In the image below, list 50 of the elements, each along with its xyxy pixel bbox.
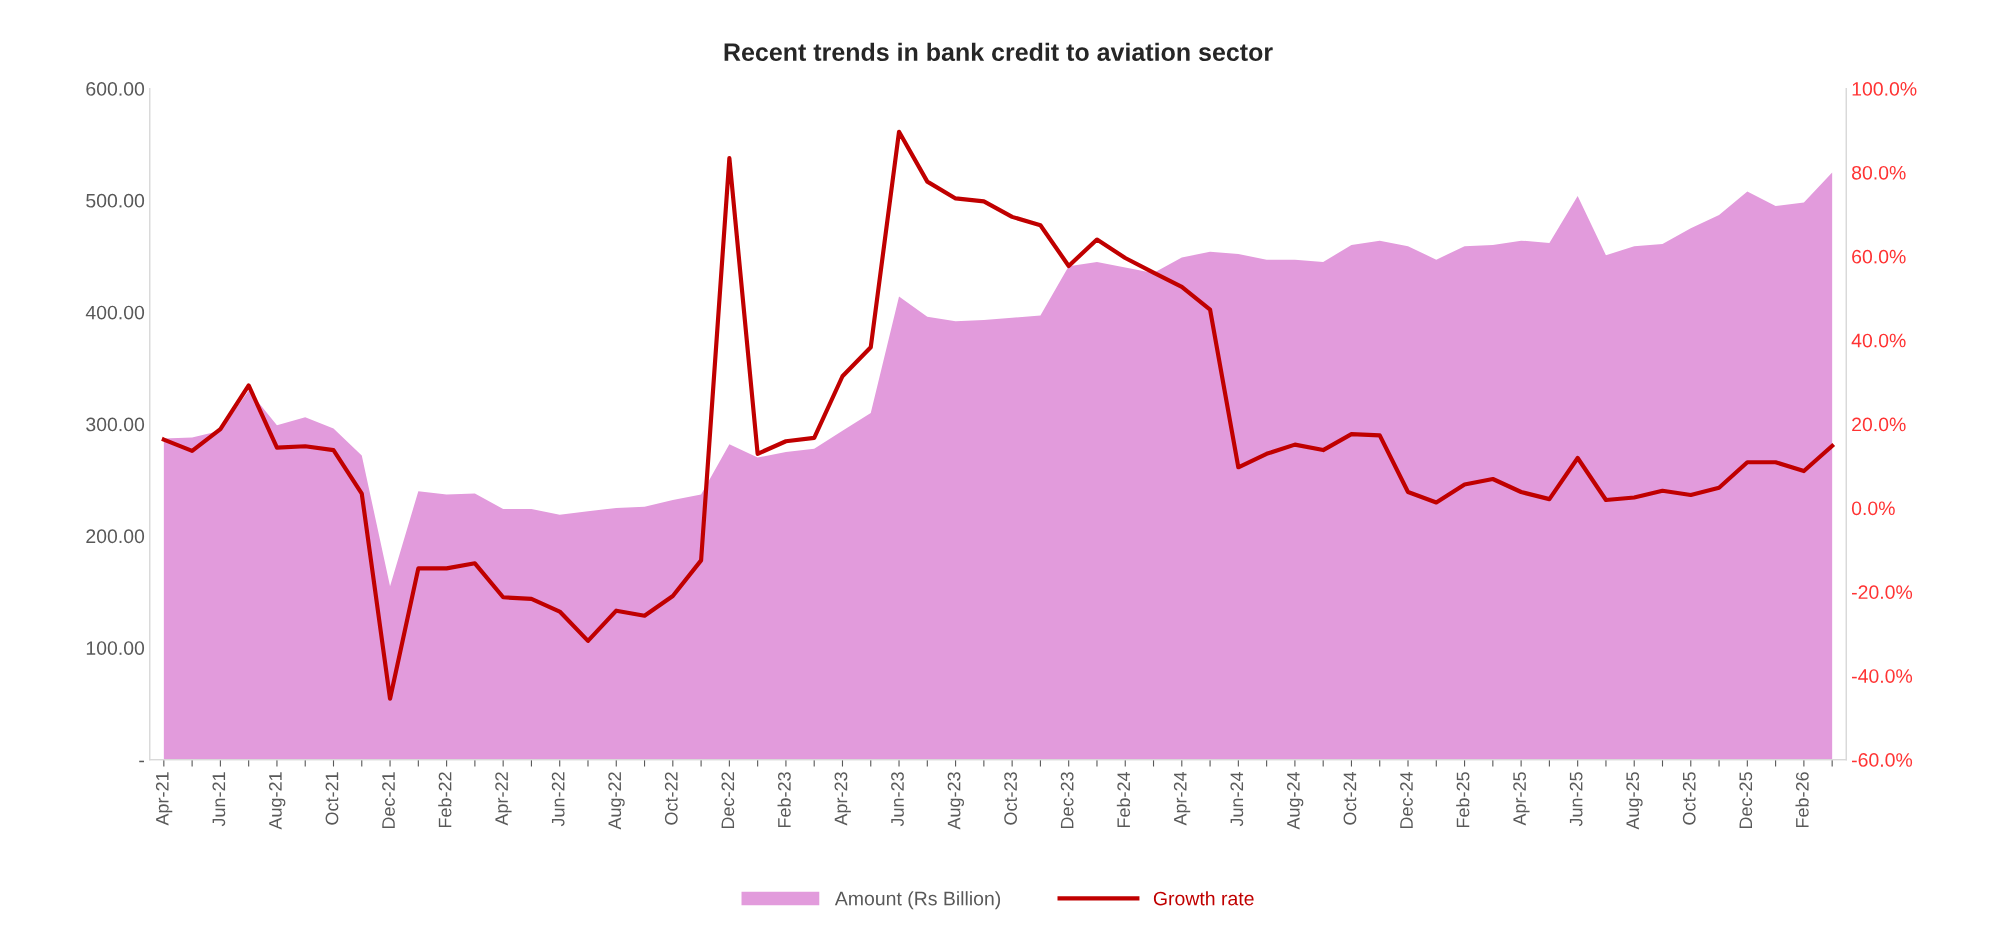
y-tick-label: 500.00 — [86, 193, 145, 208]
x-tick-label: Jun-21 — [212, 772, 226, 827]
y-tick-label: 200.00 — [86, 529, 145, 544]
y2-tick-label: 60.0% — [1852, 249, 1906, 264]
x-tick-label: Dec-25 — [1739, 772, 1753, 829]
x-tick-label: Oct-24 — [1343, 771, 1357, 825]
y2-tick-label: 100.0% — [1852, 82, 1917, 96]
x-tick-label: Aug-22 — [608, 772, 625, 830]
x-tick-label: Oct-23 — [1004, 772, 1017, 825]
x-tick-label: Aug-25 — [1626, 772, 1643, 830]
x-tick-label: Aug-23 — [947, 772, 964, 830]
x-tick-label: Dec-23 — [1060, 772, 1074, 829]
x-tick-label: Oct-22 — [664, 772, 678, 825]
x-tick-label: Feb-26 — [1795, 772, 1809, 828]
y2-tick-label: 40.0% — [1851, 333, 1906, 348]
y2-tick-label: -40.0% — [1852, 669, 1913, 683]
y-tick-label: - — [139, 760, 144, 763]
x-tick-label: Apr-21 — [155, 772, 173, 826]
y2-tick-label: 80.0% — [1852, 165, 1906, 180]
x-tick-label: Oct-21 — [325, 772, 339, 825]
x-tick-label: Apr-25 — [1513, 772, 1530, 826]
y-tick-label: 400.00 — [85, 305, 145, 320]
y2-tick-label: -60.0% — [1852, 753, 1913, 767]
x-tick-label: Apr-23 — [834, 772, 851, 826]
x-tick-label: Feb-24 — [1116, 771, 1131, 828]
x-tick-label: Aug-24 — [1286, 771, 1304, 830]
x-tick-label: Feb-22 — [438, 772, 452, 828]
y2-tick-label: 20.0% — [1852, 417, 1906, 432]
x-tick-label: Jun-23 — [891, 772, 904, 827]
x-tick-label: Jun-22 — [551, 772, 565, 827]
x-tick-label: Dec-21 — [382, 772, 395, 829]
chart-title: Recent trends in bank credit to aviation sector — [724, 42, 1273, 62]
y-tick-label: 300.00 — [86, 417, 145, 432]
x-tick-label: Oct-25 — [1682, 772, 1696, 825]
x-tick-label: Apr-24 — [1173, 771, 1191, 826]
x-tick-label: Jun-25 — [1569, 772, 1583, 827]
y-tick-label: 600.00 — [86, 82, 145, 96]
legend-label: Amount (Rs Billion) — [834, 891, 1001, 910]
line-series — [161, 129, 1835, 701]
legend-label: Growth rate — [1153, 891, 1254, 906]
y-tick-label: 100.00 — [86, 641, 145, 655]
x-tick-label: Dec-24 — [1400, 771, 1413, 829]
y2-tick-label: -20.0% — [1852, 585, 1913, 600]
x-tick-label: Aug-21 — [269, 772, 286, 830]
x-tick-label: Dec-22 — [721, 772, 735, 829]
y2-tick-label: 0.0% — [1851, 501, 1895, 516]
x-tick-label: Feb-23 — [777, 772, 791, 828]
x-tick-label: Feb-25 — [1456, 772, 1470, 828]
x-tick-label: Apr-22 — [495, 772, 512, 826]
x-tick-label: Jun-24 — [1230, 771, 1244, 827]
